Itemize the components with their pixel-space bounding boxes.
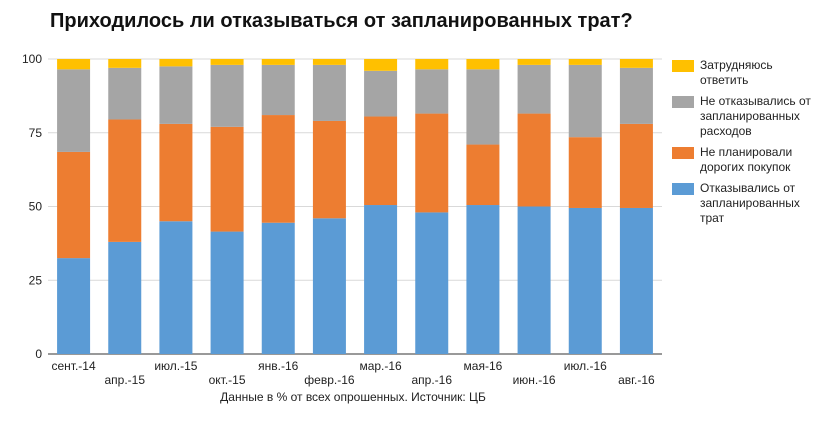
bar-segment	[261, 59, 295, 65]
legend-label: Не отказывались от запланированных расхо…	[700, 94, 811, 138]
x-tick-label: мар.-16	[359, 359, 402, 373]
x-tick-label: апр.-15	[104, 373, 145, 387]
legend-item: Не планировали дорогих покупок	[672, 145, 822, 175]
bar-segment	[312, 218, 346, 354]
bar-segment	[364, 59, 398, 71]
x-tick-label: окт.-15	[209, 373, 246, 387]
x-tick-label: авг.-16	[618, 373, 655, 387]
x-tick-label: янв.-16	[258, 359, 299, 373]
bar-segment	[108, 59, 142, 68]
gridlines	[48, 58, 662, 355]
source-note: Данные в % от всех опрошенных. Источник:…	[220, 390, 486, 404]
bar-segment	[108, 241, 142, 354]
bar-segment	[159, 66, 193, 124]
y-axis-ticks: 0 25 50 75 100	[22, 52, 42, 361]
bar-segment	[517, 64, 551, 114]
y-tick-label: 25	[29, 273, 43, 287]
legend-label: Не планировали дорогих покупок	[700, 145, 793, 174]
bar-segment	[568, 137, 602, 208]
legend-label: Отказывались от запланированных трат	[700, 181, 800, 225]
bar-segment	[210, 231, 244, 354]
bar-segment	[57, 258, 91, 354]
bar-segment	[619, 123, 653, 208]
bar-segment	[261, 64, 295, 116]
legend-item: Не отказывались от запланированных расхо…	[672, 94, 822, 139]
bar-segment	[108, 119, 142, 242]
legend-swatch	[672, 96, 694, 108]
x-tick-label: февр.-16	[304, 373, 355, 387]
bar-segment	[466, 205, 500, 354]
legend: Затрудняюсь ответить Не отказывались от з…	[672, 58, 822, 232]
bar-segment	[466, 59, 500, 70]
y-tick-label: 100	[22, 52, 42, 66]
bar-segment	[261, 222, 295, 354]
bar-segment	[159, 123, 193, 222]
bar-segment	[210, 59, 244, 65]
bar-segment	[619, 67, 653, 124]
bar-segment	[57, 59, 91, 70]
legend-item: Отказывались от запланированных трат	[672, 181, 822, 226]
bar-segment	[415, 212, 449, 354]
bars	[57, 59, 653, 354]
bar-segment	[312, 120, 346, 219]
legend-swatch	[672, 183, 694, 195]
bar-segment	[364, 205, 398, 354]
bar-segment	[415, 59, 449, 70]
bar-segment	[619, 207, 653, 354]
legend-swatch	[672, 147, 694, 159]
y-tick-label: 0	[35, 347, 42, 361]
bar-segment	[312, 64, 346, 121]
x-axis-labels: сент.-14 апр.-15 июл.-15 окт.-15 янв.-16 февр…	[52, 359, 656, 387]
bar-segment	[517, 206, 551, 354]
bar-segment	[466, 69, 500, 145]
bar-segment	[261, 115, 295, 223]
y-tick-label: 50	[29, 200, 43, 214]
x-tick-label: мая-16	[464, 359, 503, 373]
y-tick-label: 75	[29, 126, 43, 140]
x-tick-label: июн.-16	[513, 373, 556, 387]
bar-segment	[159, 59, 193, 67]
bar-segment	[364, 116, 398, 206]
bar-segment	[517, 59, 551, 65]
legend-swatch	[672, 60, 694, 72]
chart-title: Приходилось ли отказываться от запланиро…	[50, 10, 633, 32]
bar-segment	[568, 207, 602, 354]
bar-segment	[568, 59, 602, 65]
x-tick-label: апр.-16	[411, 373, 452, 387]
x-tick-label: сент.-14	[52, 359, 96, 373]
bar-segment	[57, 69, 91, 152]
legend-label: Затрудняюсь ответить	[700, 58, 773, 87]
bar-segment	[415, 69, 449, 114]
bar-segment	[466, 144, 500, 206]
bar-segment	[364, 70, 398, 117]
bar-segment	[312, 59, 346, 65]
bar-segment	[159, 221, 193, 354]
bar-segment	[108, 67, 142, 120]
bar-segment	[210, 64, 244, 127]
bar-segment	[568, 64, 602, 138]
bar-segment	[57, 151, 91, 259]
legend-item: Затрудняюсь ответить	[672, 58, 822, 88]
bar-segment	[210, 126, 244, 232]
bar-segment	[415, 113, 449, 213]
bar-segment	[517, 113, 551, 207]
x-tick-label: июл.-15	[154, 359, 197, 373]
bar-segment	[619, 59, 653, 68]
x-tick-label: июл.-16	[564, 359, 607, 373]
